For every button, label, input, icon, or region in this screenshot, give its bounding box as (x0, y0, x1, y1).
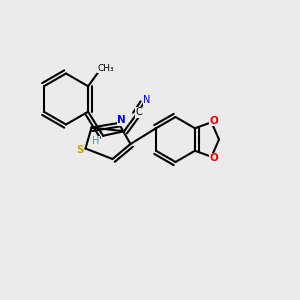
Text: H: H (92, 136, 99, 146)
Text: N: N (117, 115, 126, 125)
Text: CH₃: CH₃ (97, 64, 114, 73)
Text: N: N (143, 95, 151, 105)
Text: O: O (209, 153, 218, 163)
Text: C: C (135, 107, 142, 117)
Text: S: S (76, 145, 84, 155)
Text: O: O (209, 116, 218, 126)
